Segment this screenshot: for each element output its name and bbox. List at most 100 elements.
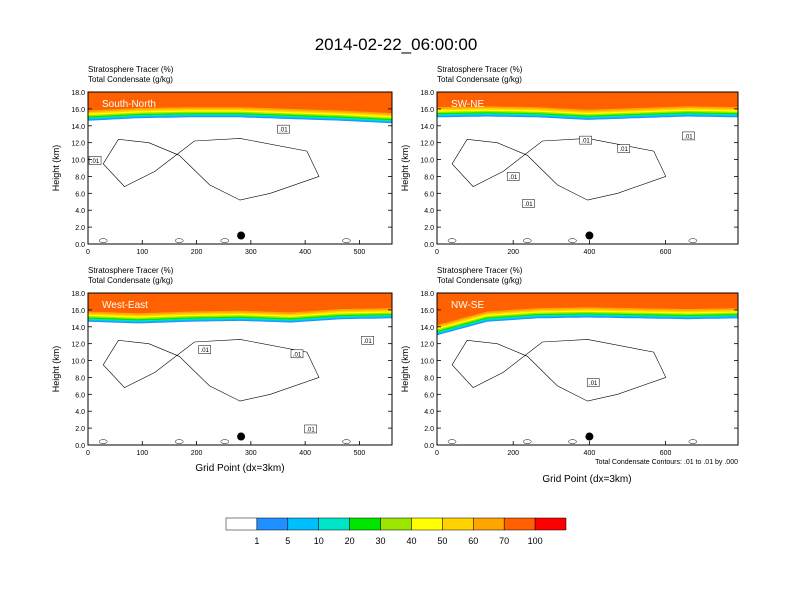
condensate-contour-small (220, 439, 230, 444)
contour-label-box (682, 131, 695, 141)
header-line-1: Stratosphere Tracer (%) (437, 65, 523, 74)
colorbar-label: 100 (528, 536, 543, 546)
plot-area: .01 (437, 293, 738, 445)
y-tick-label: 14.0 (420, 124, 434, 131)
contour-label-box (88, 156, 102, 165)
colorbar-swatch (473, 517, 505, 531)
colorbar-swatch (318, 517, 350, 531)
colorbar-swatch (411, 517, 443, 531)
condensate-contour (102, 339, 320, 402)
x-tick-label: 0 (435, 249, 439, 256)
colorbar-label: 1 (254, 536, 259, 546)
x-tick-label: 300 (245, 249, 257, 256)
colorbar-label: 60 (468, 536, 478, 546)
panel-west-east: .01 .01 .01 .01 West-East Stratosphere Tracer… (51, 266, 393, 474)
y-tick-label: 0.0 (75, 443, 85, 450)
y-tick-label: 16.0 (420, 308, 434, 315)
contour-label-box (586, 378, 600, 387)
panel-label: West-East (102, 300, 148, 311)
header-line-2: Total Condensate (g/kg) (437, 75, 522, 84)
y-tick-label: 12.0 (71, 141, 85, 148)
condensate-contour-small (342, 238, 351, 243)
contour-label-box (198, 345, 211, 354)
x-tick-label: 200 (507, 249, 519, 256)
y-tick-label: 16.0 (71, 107, 85, 114)
colorbar-label: 20 (345, 536, 355, 546)
y-tick-label: 2.0 (75, 426, 85, 433)
panel-label: SW-NE (451, 99, 484, 110)
contour-label-box (290, 349, 304, 359)
y-tick-label: 0.0 (424, 242, 434, 249)
condensate-contour-small (174, 238, 184, 243)
plot-frame (87, 292, 393, 446)
y-tick-label: 6.0 (424, 191, 434, 198)
y-tick-label: 4.0 (75, 208, 85, 215)
y-axis-label: Height (km) (51, 145, 61, 192)
colorbar-swatch (442, 517, 474, 531)
condensate-contour (451, 138, 667, 201)
x-tick-label: 600 (660, 249, 672, 256)
colorbar: 1 5 10 20 30 40 50 60 70 100 (225, 517, 567, 546)
condensate-contour-small (342, 439, 351, 444)
colorbar-label: 10 (314, 536, 324, 546)
y-tick-label: 18.0 (420, 90, 434, 97)
x-tick-label: 200 (191, 249, 203, 256)
y-tick-label: 8.0 (424, 375, 434, 382)
colorbar-swatch (534, 517, 567, 531)
panel-nw-se: .01 NW-SE Stratosphere Tracer (%)Total Con… (400, 266, 739, 457)
contour-label: .01 (201, 348, 210, 354)
y-tick-label: 2.0 (424, 426, 434, 433)
y-tick-label: 10.0 (71, 359, 85, 366)
y-tick-label: 14.0 (71, 325, 85, 332)
contour-label: .01 (293, 352, 302, 358)
y-tick-label: 18.0 (71, 291, 85, 298)
contour-label: .01 (306, 427, 315, 433)
y-tick-label: 4.0 (424, 208, 434, 215)
condensate-contour-small (523, 439, 532, 444)
y-tick-label: 16.0 (71, 308, 85, 315)
contour-label-box (277, 124, 290, 134)
condensate-contour-small (98, 439, 108, 444)
contour-label: .01 (509, 175, 518, 181)
condensate-contour (451, 339, 667, 402)
plot-area: .01 .01 .01 .01 (88, 293, 392, 445)
y-tick-label: 4.0 (424, 409, 434, 416)
colorbar-label: 40 (406, 536, 416, 546)
x-tick-label: 400 (584, 450, 596, 457)
panel-label: South-North (102, 99, 156, 110)
x-tick-label: 100 (136, 249, 148, 256)
condensate-contour-small (174, 439, 184, 444)
condensate-contour-small (220, 238, 230, 243)
x-tick-label: 0 (86, 249, 90, 256)
contour-label: .01 (279, 128, 288, 134)
condensate-contour-small (447, 238, 457, 243)
x-tick-label: 400 (299, 249, 311, 256)
x-tick-label: 300 (245, 450, 257, 457)
colorbar-swatch (503, 517, 536, 531)
x-tick-label: 400 (299, 450, 311, 457)
y-tick-label: 0.0 (424, 443, 434, 450)
x-tick-label: 0 (435, 450, 439, 457)
y-tick-label: 14.0 (420, 325, 434, 332)
condensate-contour (102, 138, 320, 201)
colorbar-swatch (256, 517, 289, 531)
y-tick-label: 18.0 (420, 291, 434, 298)
y-tick-label: 6.0 (75, 392, 85, 399)
location-marker (585, 231, 594, 240)
plot-area: .01 .01 .01 .01 .01 (437, 92, 738, 244)
y-tick-label: 18.0 (71, 90, 85, 97)
panel-sw-ne: .01 .01 .01 .01 .01 SW-NE Stratosphere Tracer … (400, 65, 739, 256)
x-axis-label: Grid Point (dx=3km) (195, 463, 284, 474)
contour-label-box (506, 172, 520, 181)
location-marker (585, 432, 594, 441)
contour-note: Total Condensate Contours: .01 to .01 by… (595, 459, 738, 466)
contour-label: .01 (581, 139, 590, 145)
header-line-1: Stratosphere Tracer (%) (88, 266, 174, 275)
condensate-contour-small (568, 439, 577, 444)
x-tick-label: 400 (584, 249, 596, 256)
bottom-xlabel-right: Grid Point (dx=3km) (542, 474, 631, 485)
contour-label: .01 (524, 202, 533, 208)
y-tick-label: 0.0 (75, 242, 85, 249)
y-tick-label: 16.0 (420, 107, 434, 114)
colorbar-label: 30 (376, 536, 386, 546)
